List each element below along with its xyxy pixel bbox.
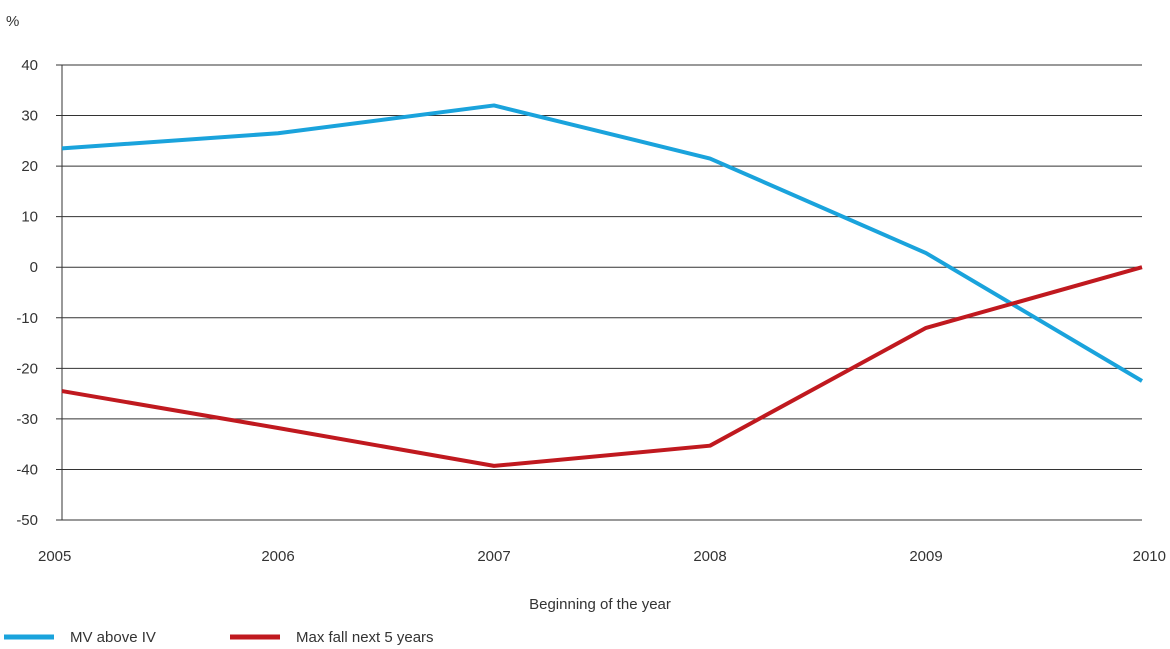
x-axis-title: Beginning of the year [529, 596, 671, 613]
x-tick-label: 2008 [693, 548, 726, 565]
x-tick-label: 2007 [477, 548, 510, 565]
series-line-2 [61, 265, 1143, 468]
x-tick-label: 2009 [909, 548, 942, 565]
legend: MV above IV Max fall next 5 years [4, 629, 434, 646]
y-tick-label: -50 [16, 512, 38, 529]
y-tick-label: 0 [30, 259, 38, 276]
y-tick-label: -10 [16, 310, 38, 327]
x-tick-label: 2006 [261, 548, 294, 565]
series-lines [61, 103, 1144, 468]
y-tick-label: -40 [16, 461, 38, 478]
series-line-1 [61, 103, 1144, 383]
legend-label-2: Max fall next 5 years [296, 629, 434, 646]
y-axis-ticks: 40 30 20 10 0 -10 -20 -30 -40 -50 [16, 57, 38, 529]
legend-label-1: MV above IV [70, 629, 156, 646]
y-axis-unit-label: % [6, 13, 19, 30]
y-tick-label: 20 [21, 158, 38, 175]
y-tick-label: 40 [21, 57, 38, 74]
y-tick-label: -20 [16, 360, 38, 377]
x-tick-label: 2005 [38, 548, 71, 565]
y-tick-label: -30 [16, 411, 38, 428]
x-axis-ticks: 2005 2006 2007 2008 2009 2010 [38, 548, 1166, 565]
y-tick-label: 10 [21, 209, 38, 226]
gridlines [56, 64, 1142, 521]
y-tick-label: 30 [21, 108, 38, 125]
x-tick-label: 2010 [1133, 548, 1166, 565]
